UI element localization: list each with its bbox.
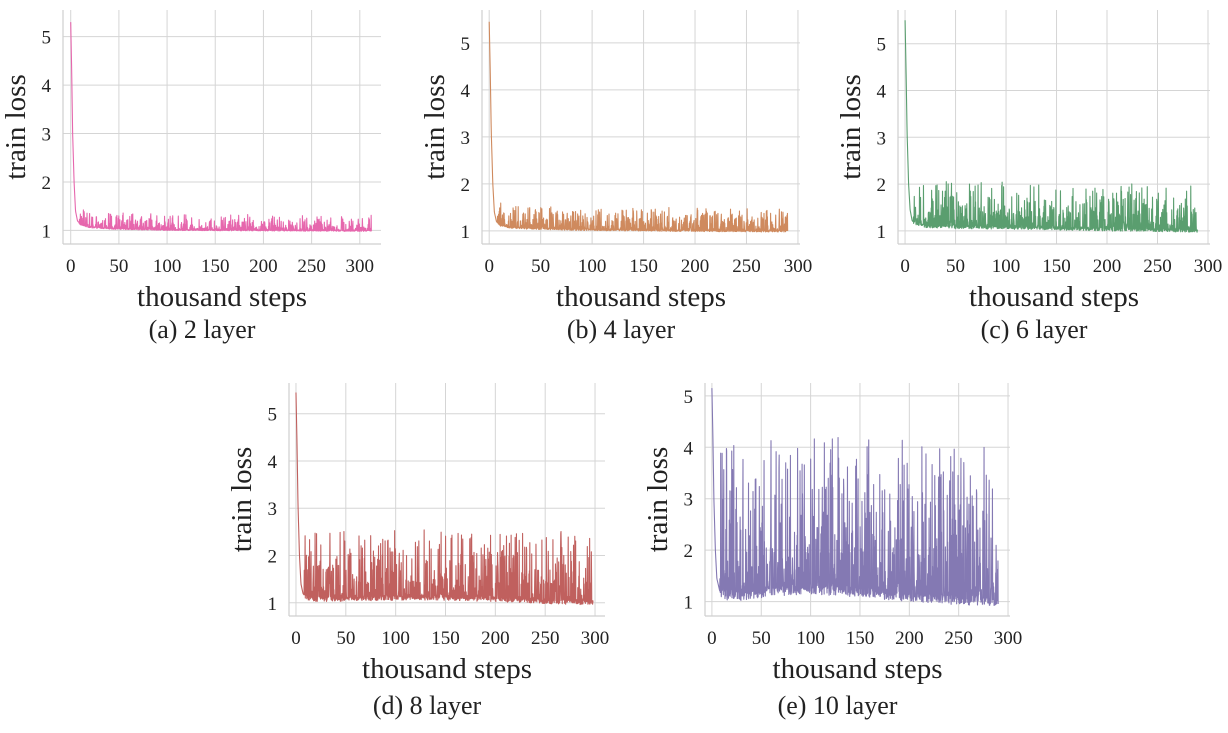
subplot-a: 0 50 100 150 200 250 300 1 2 3 4 5 thousand steps tra…: [0, 10, 381, 344]
y-tick-label: 4: [684, 438, 694, 459]
x-tick-label: 300: [784, 256, 813, 277]
y-axis-label: train loss: [835, 74, 867, 180]
loss-curve: [904, 20, 1199, 233]
y-tick-label: 4: [268, 452, 278, 473]
y-tick-label: 5: [268, 405, 278, 426]
x-tick-label: 0: [900, 256, 910, 277]
x-axis-label: thousand steps: [773, 653, 943, 685]
loss-curve: [295, 392, 594, 606]
x-tick-label: 100: [153, 256, 182, 277]
y-axis-label: train loss: [419, 74, 451, 180]
y-tick-label: 3: [42, 125, 52, 146]
plot-area: [482, 10, 800, 244]
y-tick-label: 1: [461, 222, 471, 243]
loss-curve: [488, 21, 789, 233]
subplot-caption: (c) 6 layer: [981, 315, 1088, 344]
x-tick-label: 250: [297, 256, 326, 277]
x-tick-label: 150: [431, 628, 460, 649]
x-tick-label: 200: [249, 256, 278, 277]
x-tick-label: 100: [578, 256, 607, 277]
y-tick-label: 2: [684, 541, 694, 562]
x-tick-label: 250: [944, 628, 973, 649]
x-tick-label: 150: [1042, 256, 1071, 277]
subplot-caption: (b) 4 layer: [567, 315, 676, 344]
x-tick-label: 50: [531, 256, 550, 277]
y-axis-label: train loss: [0, 74, 32, 180]
y-tick-label: 5: [877, 35, 887, 56]
x-tick-label: 100: [992, 256, 1021, 277]
y-tick-label: 4: [42, 76, 52, 97]
x-tick-label: 50: [946, 256, 965, 277]
y-tick-label: 4: [877, 81, 887, 102]
x-tick-label: 50: [752, 628, 771, 649]
subplot-caption: (e) 10 layer: [778, 691, 898, 720]
y-tick-label: 3: [684, 490, 694, 511]
x-tick-label: 50: [109, 256, 128, 277]
x-tick-label: 100: [796, 628, 825, 649]
subplot-caption: (a) 2 layer: [149, 315, 256, 344]
y-tick-label: 5: [684, 387, 694, 408]
subplot-d: 0 50 100 150 200 250 300 1 2 3 4 5 thousand steps tra…: [226, 383, 609, 720]
x-tick-label: 200: [481, 628, 510, 649]
x-tick-label: 0: [291, 628, 301, 649]
x-tick-label: 0: [707, 628, 717, 649]
x-axis-label: thousand steps: [969, 281, 1139, 313]
loss-curve: [70, 22, 372, 232]
x-tick-label: 300: [346, 256, 375, 277]
x-tick-label: 250: [531, 628, 560, 649]
subplot-e: 0 50 100 150 200 250 300 1 2 3 4 5 thousand steps tra…: [642, 383, 1022, 720]
x-tick-label: 150: [846, 628, 875, 649]
x-tick-label: 250: [1143, 256, 1172, 277]
subplot-caption: (d) 8 layer: [373, 691, 482, 720]
y-tick-label: 4: [461, 81, 471, 102]
y-tick-label: 1: [268, 594, 278, 615]
plot-area: [63, 10, 381, 244]
y-tick-label: 2: [461, 175, 471, 196]
x-tick-label: 150: [629, 256, 658, 277]
x-tick-label: 300: [581, 628, 610, 649]
x-tick-label: 300: [994, 628, 1023, 649]
subplot-b: 0 50 100 150 200 250 300 1 2 3 4 5 thousand steps tra…: [419, 10, 812, 344]
x-axis-label: thousand steps: [137, 281, 307, 313]
x-tick-label: 300: [1194, 256, 1223, 277]
x-tick-label: 50: [336, 628, 355, 649]
y-tick-label: 5: [461, 34, 471, 55]
y-tick-label: 3: [268, 499, 278, 520]
y-tick-label: 2: [877, 175, 887, 196]
x-axis-label: thousand steps: [556, 281, 726, 313]
x-tick-label: 200: [1093, 256, 1122, 277]
subplot-c: 0 50 100 150 200 250 300 1 2 3 4 5 thousand steps tra…: [835, 10, 1222, 344]
loss-curve: [711, 388, 999, 606]
x-tick-label: 200: [681, 256, 710, 277]
y-tick-label: 2: [42, 173, 52, 194]
x-tick-label: 250: [732, 256, 761, 277]
y-tick-label: 1: [684, 593, 694, 614]
x-tick-label: 200: [895, 628, 924, 649]
x-tick-label: 100: [381, 628, 410, 649]
y-tick-label: 5: [42, 28, 52, 49]
y-tick-label: 3: [461, 128, 471, 149]
x-tick-label: 150: [201, 256, 230, 277]
x-axis-label: thousand steps: [362, 653, 532, 685]
y-tick-label: 1: [877, 222, 887, 243]
y-axis-label: train loss: [226, 447, 258, 553]
x-tick-label: 0: [66, 256, 76, 277]
x-tick-label: 0: [484, 256, 494, 277]
y-tick-label: 2: [268, 547, 278, 568]
y-tick-label: 1: [42, 221, 52, 242]
y-axis-label: train loss: [642, 447, 674, 553]
y-tick-label: 3: [877, 128, 887, 149]
